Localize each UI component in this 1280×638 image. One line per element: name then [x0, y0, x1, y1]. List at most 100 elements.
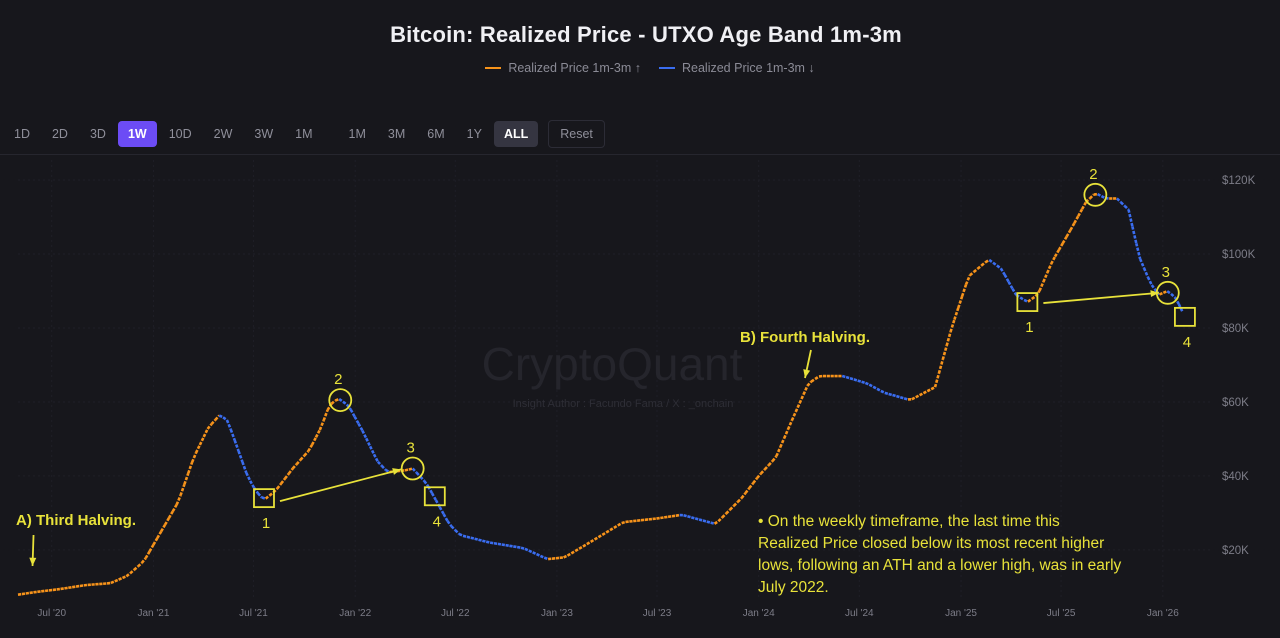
range-button-1m[interactable]: 1M [348, 127, 366, 141]
series-segment-up [17, 592, 23, 596]
series-segment-up [969, 271, 975, 277]
series-segment-down [357, 422, 364, 432]
series-segment-up [763, 464, 770, 471]
series-segment-up [1162, 290, 1168, 295]
interval-button-3d[interactable]: 3D [89, 127, 106, 141]
series-segment-down [1019, 296, 1025, 302]
series-segment-down [888, 392, 893, 397]
interval-button-1w[interactable]: 1W [117, 121, 157, 147]
series-segment-down [380, 464, 387, 471]
series-segment-down [694, 517, 700, 521]
series-segment-up [21, 592, 26, 596]
x-tick-label: Jul '24 [845, 608, 874, 619]
series-segment-up [1088, 193, 1095, 200]
series-segment-up [964, 274, 972, 286]
series-segment-up [268, 491, 275, 497]
x-tick-label: Jan '21 [137, 608, 169, 619]
series-segment-up [307, 444, 314, 452]
series-segment-up [748, 482, 755, 489]
series-segment-down [261, 496, 267, 500]
series-segment-down [493, 541, 499, 546]
series-segment-up [810, 377, 816, 383]
interval-button-10d[interactable]: 10D [168, 127, 192, 141]
series-segment-up [725, 508, 731, 515]
series-segment-down [1116, 197, 1122, 204]
series-segment-up [775, 446, 782, 457]
series-segment-up [752, 477, 759, 484]
series-segment-up [156, 530, 163, 539]
series-segment-up [922, 390, 928, 395]
y-tick-label: $100K [1222, 249, 1256, 261]
range-button-1y[interactable]: 1Y [466, 127, 482, 141]
series-segment-down [342, 400, 348, 406]
series-segment-down [466, 535, 472, 540]
marker-label: 3 [407, 440, 415, 457]
series-segment-down [411, 467, 418, 474]
series-segment-down [368, 445, 376, 455]
range-button-3m[interactable]: 3M [387, 127, 406, 141]
series-segment-up [71, 585, 77, 589]
x-tick-label: Jul '22 [441, 608, 470, 619]
series-segment-up [1042, 272, 1049, 283]
fourth-halving-arrow-head [803, 369, 811, 378]
series-segment-up [202, 428, 209, 438]
series-segment-up [1069, 222, 1076, 231]
series-segment-up [767, 460, 774, 467]
note-line: lows, following an ATH and a lower high,… [758, 557, 1122, 574]
x-tick-label: Jan '25 [945, 608, 977, 619]
x-tick-label: Jan '22 [339, 608, 371, 619]
legend-item-up[interactable]: Realized Price 1m-3m ↑ [485, 61, 641, 75]
series-segment-down [687, 515, 692, 519]
series-segment-down [543, 556, 549, 561]
series-segment-down [1173, 296, 1180, 305]
range-button-6m[interactable]: 6M [427, 127, 445, 141]
series-segment-down [1138, 258, 1146, 269]
interval-button-2w[interactable]: 2W [213, 127, 233, 141]
series-segment-up [163, 517, 171, 526]
series-segment-up [330, 399, 337, 405]
series-segment-up [713, 520, 720, 525]
series-segment-up [29, 591, 34, 595]
series-segment-down [992, 261, 998, 267]
series-segment-up [1077, 208, 1084, 217]
y-tick-label: $80K [1222, 323, 1249, 335]
series-segment-up [118, 576, 123, 581]
series-segment-up [167, 510, 174, 519]
series-segment-up [794, 402, 801, 413]
note-line: Realized Price closed below its most rec… [758, 535, 1104, 552]
interval-button-2d[interactable]: 2D [51, 127, 68, 141]
series-segment-up [926, 388, 932, 393]
series-segment-up [171, 504, 178, 513]
range-button-all[interactable]: ALL [493, 121, 539, 147]
marker-label: 2 [1089, 166, 1097, 183]
series-segment-down [1146, 276, 1153, 286]
series-segment-up [303, 450, 310, 457]
interval-button-1d[interactable]: 1D [14, 127, 30, 141]
series-segment-down [349, 408, 356, 418]
series-segment-up [574, 547, 580, 553]
series-segment-down [1096, 192, 1103, 198]
square-marker [423, 486, 446, 507]
series-segment-down [229, 429, 236, 441]
interval-button-1m[interactable]: 1M [295, 127, 313, 141]
series-segment-down [423, 480, 430, 488]
series-segment-up [68, 585, 73, 590]
note-line: • On the weekly timeframe, the last time… [758, 513, 1060, 530]
series-segment-down [430, 492, 438, 501]
interval-button-3w[interactable]: 3W [254, 127, 274, 141]
series-segment-up [960, 284, 968, 297]
series-segment-up [949, 319, 956, 333]
reset-button[interactable]: Reset [548, 120, 605, 148]
legend-item-down[interactable]: Realized Price 1m-3m ↓ [659, 61, 815, 75]
series-segment-down [454, 529, 461, 535]
x-tick-label: Jul '21 [239, 608, 268, 619]
series-segment-up [137, 562, 143, 568]
series-segment-up [190, 452, 198, 463]
series-segment-down [849, 376, 855, 381]
series-segment-down [996, 264, 1002, 270]
series-segment-up [660, 516, 665, 520]
series-segment-up [404, 468, 410, 472]
series-segment-up [732, 501, 739, 507]
series-segment-up [280, 477, 287, 485]
